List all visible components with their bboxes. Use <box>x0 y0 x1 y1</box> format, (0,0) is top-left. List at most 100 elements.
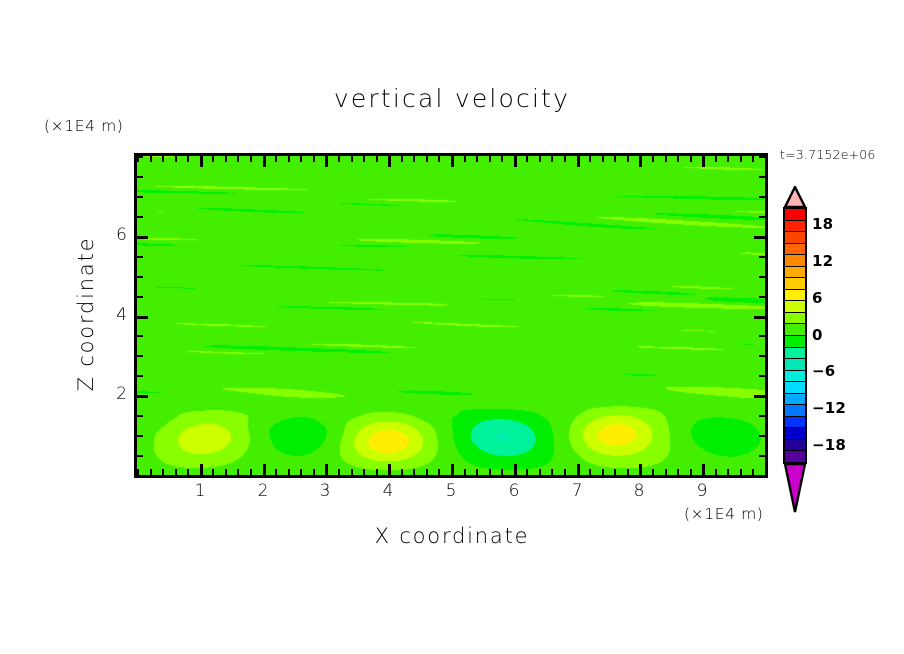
y-minor-tick <box>137 375 143 377</box>
x-minor-tick-top <box>150 156 152 162</box>
y-major-tick-right <box>754 236 765 239</box>
y-minor-tick-right <box>759 435 765 437</box>
y-minor-tick-right <box>759 415 765 417</box>
x-minor-tick <box>413 469 415 475</box>
y-major-tick-right <box>754 395 765 398</box>
x-minor-tick <box>426 469 428 475</box>
x-minor-tick-top <box>665 156 667 162</box>
x-major-tick <box>388 464 391 475</box>
x-tick-label: 5 <box>445 481 457 501</box>
x-minor-tick <box>401 469 403 475</box>
x-minor-tick-top <box>677 156 679 162</box>
y-minor-tick <box>137 216 143 218</box>
y-major-tick <box>137 236 148 239</box>
colorbar-band <box>785 439 805 452</box>
x-minor-tick <box>351 469 353 475</box>
y-major-tick <box>137 316 148 319</box>
x-minor-tick <box>313 469 315 475</box>
colorbar-band <box>785 209 805 221</box>
colorbar-band <box>785 428 805 440</box>
x-minor-tick <box>137 469 139 475</box>
y-minor-tick <box>137 156 143 158</box>
x-major-tick <box>451 464 454 475</box>
y-axis-unit-label: (×1E4 m) <box>44 117 124 135</box>
x-minor-tick-top <box>627 156 629 162</box>
x-minor-tick-top <box>564 156 566 162</box>
x-minor-tick <box>501 469 503 475</box>
x-minor-tick <box>250 469 252 475</box>
colorbar <box>783 207 807 464</box>
x-minor-tick-top <box>288 156 290 162</box>
x-minor-tick <box>476 469 478 475</box>
colorbar-band <box>785 278 805 290</box>
colorbar-band <box>785 266 805 279</box>
y-tick-label: 4 <box>116 305 127 325</box>
colorbar-band <box>785 220 805 233</box>
x-major-tick-top <box>577 156 580 167</box>
y-minor-tick <box>137 176 143 178</box>
x-minor-tick-top <box>351 156 353 162</box>
colorbar-band <box>785 289 805 302</box>
x-minor-tick-top <box>501 156 503 162</box>
x-minor-tick <box>275 469 277 475</box>
y-tick-label: 2 <box>116 384 127 404</box>
y-minor-tick-right <box>759 375 765 377</box>
x-minor-tick-top <box>275 156 277 162</box>
y-minor-tick-right <box>759 296 765 298</box>
x-tick-label: 4 <box>382 481 394 501</box>
colorbar-under-arrow <box>783 463 807 513</box>
x-minor-tick-top <box>313 156 315 162</box>
y-major-tick-right <box>754 316 765 319</box>
contour-field <box>137 156 765 475</box>
colorbar-tick-label: −6 <box>812 362 836 381</box>
colorbar-band <box>785 451 805 463</box>
colorbar-band <box>785 393 805 406</box>
x-minor-tick <box>614 469 616 475</box>
x-minor-tick-top <box>652 156 654 162</box>
x-minor-tick-top <box>589 156 591 162</box>
x-minor-tick <box>564 469 566 475</box>
x-minor-tick-top <box>438 156 440 162</box>
colorbar-band <box>785 324 805 337</box>
x-minor-tick <box>338 469 340 475</box>
y-minor-tick-right <box>759 455 765 457</box>
y-minor-tick <box>137 435 143 437</box>
x-minor-tick <box>752 469 754 475</box>
x-minor-tick-top <box>489 156 491 162</box>
x-minor-tick <box>376 469 378 475</box>
x-minor-tick-top <box>426 156 428 162</box>
x-minor-tick <box>300 469 302 475</box>
x-minor-tick <box>665 469 667 475</box>
colorbar-tick-label: −18 <box>812 435 847 454</box>
x-minor-tick <box>539 469 541 475</box>
colorbar-band <box>785 359 805 371</box>
x-minor-tick-top <box>526 156 528 162</box>
contour-plot-area <box>134 153 768 478</box>
x-major-tick <box>702 464 705 475</box>
x-minor-tick <box>690 469 692 475</box>
x-minor-tick-top <box>225 156 227 162</box>
y-minor-tick-right <box>759 276 765 278</box>
x-major-tick <box>577 464 580 475</box>
x-minor-tick-top <box>752 156 754 162</box>
x-minor-tick-top <box>376 156 378 162</box>
x-minor-tick-top <box>363 156 365 162</box>
x-major-tick-top <box>200 156 203 167</box>
x-tick-label: 3 <box>319 481 331 501</box>
x-tick-label: 7 <box>571 481 583 501</box>
y-minor-tick-right <box>759 355 765 357</box>
colorbar-band <box>785 416 805 429</box>
x-minor-tick <box>589 469 591 475</box>
x-minor-tick-top <box>162 156 164 162</box>
y-tick-label: 6 <box>116 225 127 245</box>
colorbar-band <box>785 243 805 256</box>
y-minor-tick-right <box>759 196 765 198</box>
x-minor-tick-top <box>614 156 616 162</box>
x-major-tick <box>514 464 517 475</box>
x-minor-tick-top <box>765 156 767 162</box>
x-minor-tick-top <box>137 156 139 162</box>
x-major-tick-top <box>263 156 266 167</box>
x-minor-tick <box>740 469 742 475</box>
x-minor-tick <box>288 469 290 475</box>
y-minor-tick <box>137 256 143 258</box>
